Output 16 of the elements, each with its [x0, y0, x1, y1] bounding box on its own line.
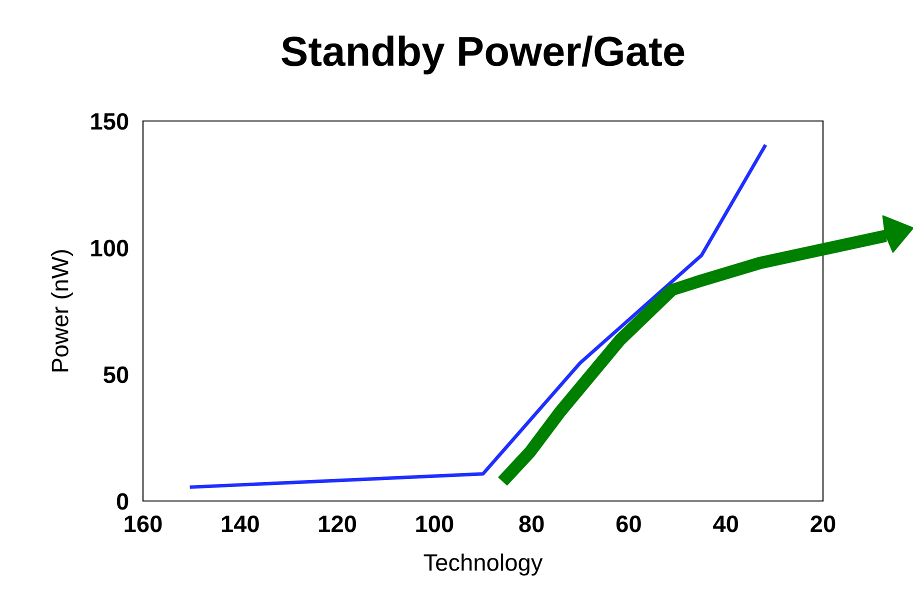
x-tick-label: 160 — [124, 516, 162, 532]
y-tick-label: 0 — [116, 493, 128, 510]
y-tick-label: 100 — [91, 240, 128, 256]
x-tick-label: 80 — [519, 516, 544, 532]
x-tick-label: 60 — [616, 516, 641, 532]
y-tick-label: 50 — [104, 366, 128, 384]
x-tick-label: 100 — [416, 516, 454, 532]
chart-title: Standby Power/Gate — [282, 36, 684, 74]
x-tick-label: 120 — [319, 516, 356, 532]
y-tick-label: 150 — [91, 113, 128, 130]
x-axis-title: Technology — [424, 554, 543, 576]
x-tick-label: 20 — [810, 516, 836, 532]
line-series — [190, 144, 766, 489]
y-axis-title: Power (nW) — [51, 250, 74, 372]
x-tick-label: 140 — [222, 516, 259, 532]
x-tick-label: 40 — [713, 516, 738, 532]
